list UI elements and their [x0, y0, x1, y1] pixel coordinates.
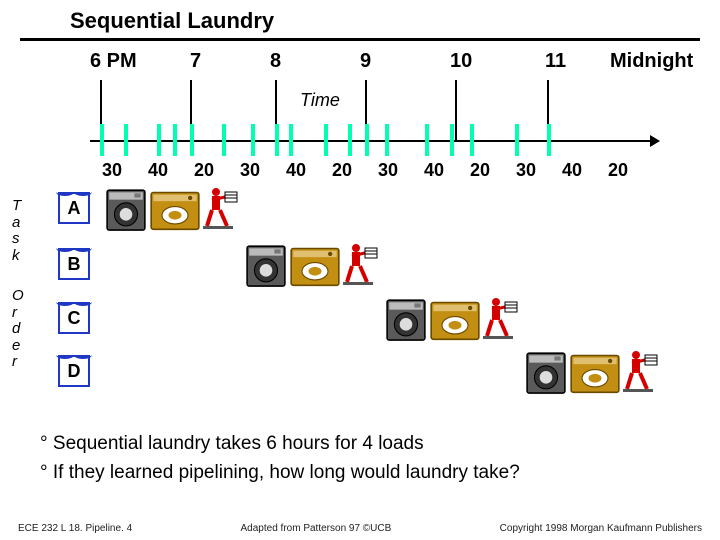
- hour-label: 11: [545, 50, 566, 73]
- dryer-icon: [149, 186, 201, 230]
- minor-tick: [190, 124, 194, 156]
- duration-label: 20: [470, 160, 490, 181]
- duration-label: 20: [608, 160, 628, 181]
- minor-tick: [124, 124, 128, 156]
- washer-icon: [105, 186, 147, 230]
- footer-right: Copyright 1998 Morgan Kaufmann Publisher…: [500, 523, 702, 534]
- duration-label: 40: [562, 160, 582, 181]
- hour-label: 8: [270, 50, 281, 73]
- minor-tick: [425, 124, 429, 156]
- footer: ECE 232 L 18. Pipeline. 4 Adapted from P…: [0, 523, 720, 534]
- footer-left: ECE 232 L 18. Pipeline. 4: [18, 523, 132, 534]
- washer-icon: [525, 349, 567, 393]
- minor-tick: [289, 124, 293, 156]
- duration-label: 40: [148, 160, 168, 181]
- fold-icon: [483, 296, 519, 340]
- task-vlabel: Task: [12, 198, 21, 264]
- minor-tick: [470, 124, 474, 156]
- task-box-a: A: [58, 192, 90, 224]
- major-tick: [455, 80, 457, 142]
- minor-tick: [365, 124, 369, 156]
- duration-label: 40: [286, 160, 306, 181]
- duration-label: 30: [240, 160, 260, 181]
- washer-icon: [385, 296, 427, 340]
- minor-tick: [385, 124, 389, 156]
- dryer-icon: [289, 242, 341, 286]
- footer-center: Adapted from Patterson 97 ©UCB: [241, 523, 392, 534]
- hour-label: Midnight: [610, 50, 693, 73]
- fold-icon: [343, 242, 379, 286]
- minor-tick: [324, 124, 328, 156]
- minor-tick: [157, 124, 161, 156]
- fold-icon: [623, 349, 659, 393]
- hour-label: 9: [360, 50, 371, 73]
- title-underline: [20, 38, 700, 41]
- minor-tick: [450, 124, 454, 156]
- task-box-c: C: [58, 302, 90, 334]
- duration-label: 20: [194, 160, 214, 181]
- hour-label: 10: [450, 50, 472, 73]
- bullet-2: If they learned pipelining, how long wou…: [40, 459, 520, 488]
- duration-label: 30: [378, 160, 398, 181]
- duration-label: 40: [424, 160, 444, 181]
- task-box-d: D: [58, 355, 90, 387]
- duration-label: 30: [516, 160, 536, 181]
- minor-tick: [515, 124, 519, 156]
- task-box-b: B: [58, 248, 90, 280]
- duration-label: 30: [102, 160, 122, 181]
- minor-tick: [251, 124, 255, 156]
- hour-label: 6 PM: [90, 50, 137, 73]
- duration-label: 20: [332, 160, 352, 181]
- minor-tick: [173, 124, 177, 156]
- bullet-list: Sequential laundry takes 6 hours for 4 l…: [40, 430, 520, 487]
- minor-tick: [547, 124, 551, 156]
- minor-tick: [100, 124, 104, 156]
- minor-tick: [222, 124, 226, 156]
- time-label: Time: [300, 90, 340, 111]
- dryer-icon: [429, 296, 481, 340]
- washer-icon: [245, 242, 287, 286]
- order-vlabel: Order: [12, 288, 24, 371]
- minor-tick: [275, 124, 279, 156]
- fold-icon: [203, 186, 239, 230]
- slide-title: Sequential Laundry: [70, 8, 274, 34]
- hour-label: 7: [190, 50, 201, 73]
- minor-tick: [348, 124, 352, 156]
- bullet-1: Sequential laundry takes 6 hours for 4 l…: [40, 430, 520, 459]
- dryer-icon: [569, 349, 621, 393]
